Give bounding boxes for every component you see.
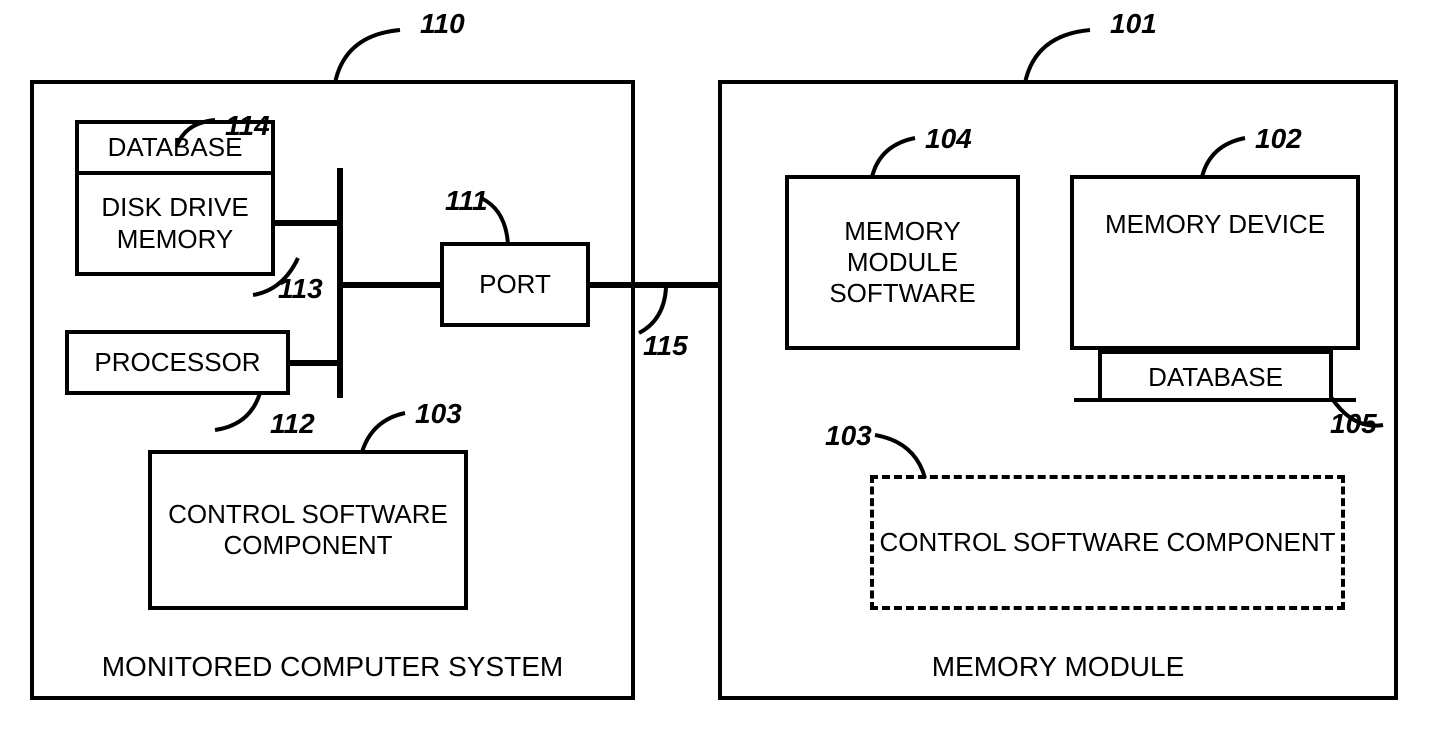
port-box: PORT: [440, 242, 590, 327]
csc-right-text: CONTROL SOFTWARE COMPONENT: [880, 527, 1336, 558]
label-103-right: 103: [825, 420, 872, 452]
label-114: 114: [225, 110, 270, 142]
leader-112: [210, 390, 270, 440]
processor-text: PROCESSOR: [94, 347, 260, 378]
label-113: 113: [278, 273, 323, 305]
processor-to-bus: [290, 360, 340, 366]
label-110: 110: [420, 8, 465, 40]
port-text: PORT: [479, 269, 551, 300]
bus-to-port: [340, 282, 442, 288]
memory-module-software-box: MEMORY MODULE SOFTWARE: [785, 175, 1020, 350]
leader-103-left: [360, 410, 420, 455]
database-shelf: [1074, 398, 1356, 402]
disk-drive-memory-box: DISK DRIVE MEMORY: [75, 171, 275, 276]
control-software-component-left: CONTROL SOFTWARE COMPONENT: [148, 450, 468, 610]
memory-device-box: MEMORY DEVICE: [1070, 175, 1360, 350]
label-103-left: 103: [415, 398, 462, 430]
label-111: 111: [445, 185, 488, 217]
label-104: 104: [925, 123, 972, 155]
label-112: 112: [270, 408, 315, 440]
label-115: 115: [643, 330, 688, 362]
database-subbox: DATABASE: [1098, 350, 1333, 402]
csc-left-text: CONTROL SOFTWARE COMPONENT: [152, 499, 464, 561]
leader-104: [870, 135, 930, 180]
control-software-component-right: CONTROL SOFTWARE COMPONENT: [870, 475, 1345, 610]
memdev-text: MEMORY DEVICE: [1105, 209, 1325, 240]
memory-module-caption: MEMORY MODULE: [722, 650, 1394, 684]
disk-text: DISK DRIVE MEMORY: [79, 192, 271, 254]
processor-box: PROCESSOR: [65, 330, 290, 395]
db-sub-text: DATABASE: [1148, 362, 1283, 393]
disk-to-bus: [275, 220, 340, 226]
leader-103-right: [870, 430, 930, 480]
label-102: 102: [1255, 123, 1302, 155]
monitored-caption: MONITORED COMPUTER SYSTEM: [34, 650, 631, 684]
leader-102: [1200, 135, 1260, 180]
mms-text: MEMORY MODULE SOFTWARE: [789, 216, 1016, 310]
label-105: 105: [1330, 408, 1377, 440]
label-101: 101: [1110, 8, 1157, 40]
